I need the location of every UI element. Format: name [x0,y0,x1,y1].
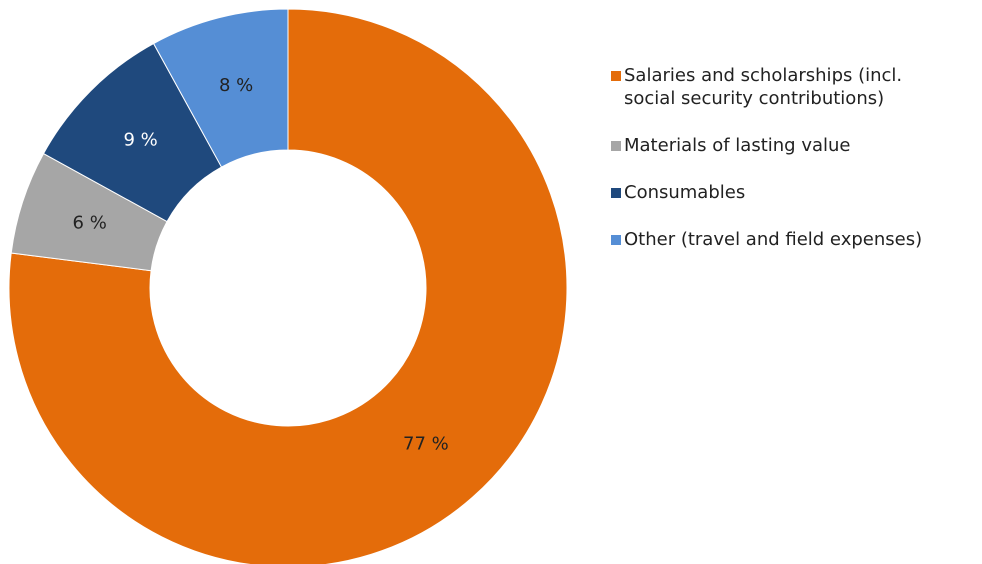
legend-label: Consumables [624,182,745,203]
legend-swatch [611,141,621,151]
slice-value-label: 8 % [219,75,253,96]
legend-item: Salaries and scholarships (incl.social s… [611,65,902,109]
legend-label: Other (travel and field expenses) [624,229,922,250]
legend-swatch [611,235,621,245]
legend-label: social security contributions) [624,88,884,109]
donut-slices [8,8,568,564]
legend-item: Other (travel and field expenses) [611,229,922,250]
donut-slice [8,8,568,564]
legend-item: Materials of lasting value [611,135,851,156]
legend-label: Materials of lasting value [624,135,851,156]
slice-value-label: 6 % [73,213,107,234]
slice-labels: 77 % 6 % 9 % 8 % [73,75,449,454]
donut-slice [152,8,289,168]
legend-swatch [611,188,621,198]
legend-swatch [611,71,621,81]
legend-item: Consumables [611,182,745,203]
slice-value-label: 77 % [403,433,449,454]
legend: Salaries and scholarships (incl.social s… [611,65,922,250]
legend-label: Salaries and scholarships (incl. [624,65,902,86]
slice-value-label: 9 % [123,130,157,151]
